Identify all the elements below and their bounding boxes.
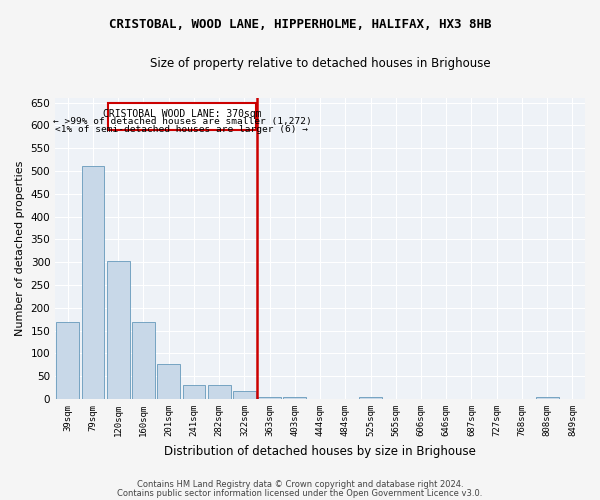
- Text: <1% of semi-detached houses are larger (6) →: <1% of semi-detached houses are larger (…: [55, 124, 308, 134]
- Y-axis label: Number of detached properties: Number of detached properties: [15, 161, 25, 336]
- Bar: [82, 166, 104, 399]
- Text: CRISTOBAL, WOOD LANE, HIPPERHOLME, HALIFAX, HX3 8HB: CRISTOBAL, WOOD LANE, HIPPERHOLME, HALIF…: [109, 18, 491, 30]
- Bar: [56, 322, 79, 399]
- Text: CRISTOBAL WOOD LANE: 370sqm: CRISTOBAL WOOD LANE: 370sqm: [103, 108, 261, 118]
- Text: ← >99% of detached houses are smaller (1,272): ← >99% of detached houses are smaller (1…: [53, 117, 311, 126]
- Bar: [283, 397, 306, 399]
- Bar: [107, 261, 130, 399]
- Bar: [182, 386, 205, 399]
- Bar: [258, 397, 281, 399]
- Title: Size of property relative to detached houses in Brighouse: Size of property relative to detached ho…: [150, 58, 490, 70]
- Text: Contains HM Land Registry data © Crown copyright and database right 2024.: Contains HM Land Registry data © Crown c…: [137, 480, 463, 489]
- Bar: [233, 391, 256, 399]
- Bar: [208, 386, 230, 399]
- Text: Contains public sector information licensed under the Open Government Licence v3: Contains public sector information licen…: [118, 489, 482, 498]
- Bar: [157, 364, 180, 399]
- Bar: [108, 102, 256, 130]
- Bar: [359, 397, 382, 399]
- X-axis label: Distribution of detached houses by size in Brighouse: Distribution of detached houses by size …: [164, 444, 476, 458]
- Bar: [132, 322, 155, 399]
- Bar: [536, 397, 559, 399]
